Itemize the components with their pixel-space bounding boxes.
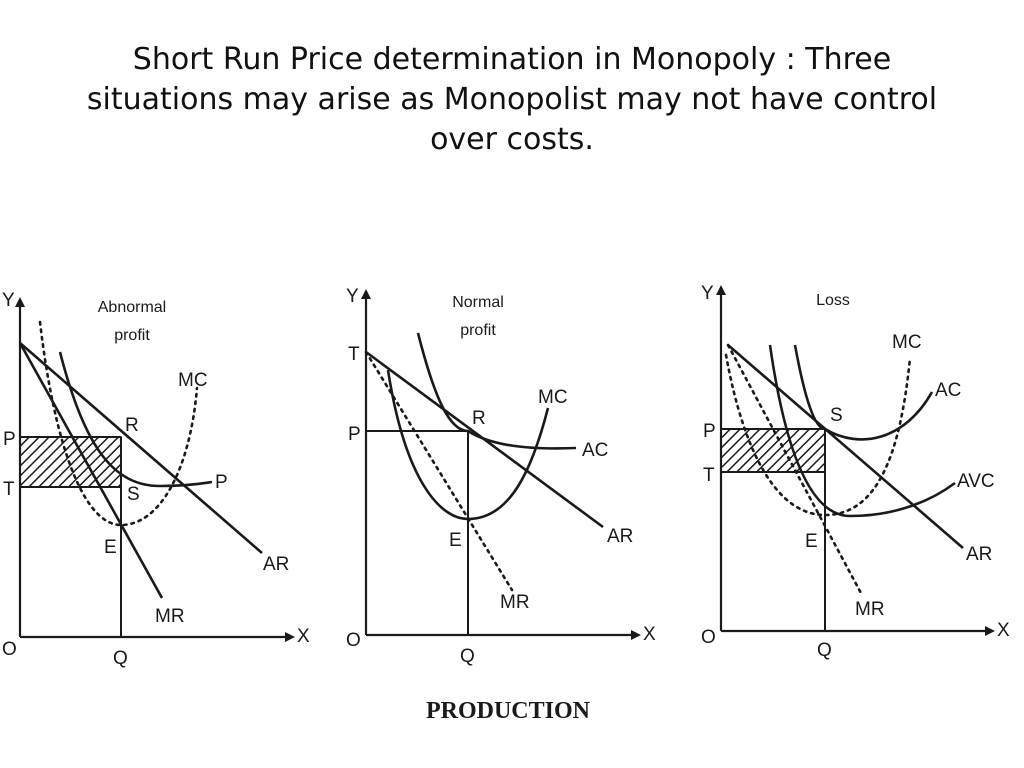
profit-area [19, 436, 122, 488]
label-p: P [3, 429, 16, 450]
label-y: Y [346, 286, 359, 307]
label-s: S [127, 484, 140, 505]
label-y: Y [2, 290, 15, 311]
label-e: E [449, 530, 462, 551]
footer-label: PRODUCTION [426, 698, 591, 724]
mr-curve [726, 343, 864, 597]
label-ac: AC [582, 440, 608, 461]
label-avc: AVC [957, 471, 995, 492]
label-mc: MC [178, 370, 208, 391]
ar-curve [19, 342, 263, 554]
label-x: X [997, 620, 1010, 641]
caption-line-1: Normal [452, 294, 504, 311]
panel-abnormal-profit: Y X O Q P T R S E MC P AR MR Abnormal pr… [2, 290, 310, 669]
loss-area [720, 428, 826, 473]
label-e: E [805, 531, 818, 552]
caption-line-2: profit [114, 327, 150, 344]
mc-curve [38, 320, 199, 527]
panel-normal-profit: Y X O Q P T R E MC AC AR MR Normal profi… [346, 286, 656, 667]
label-t: T [3, 479, 15, 500]
label-mr: MR [155, 606, 185, 627]
mc-curve [386, 369, 550, 521]
label-e: E [104, 537, 117, 558]
slide-title: Short Run Price determination in Monopol… [60, 40, 964, 160]
label-mc: MC [892, 332, 922, 353]
avc-curve [768, 344, 956, 518]
label-t: T [348, 344, 360, 365]
label-ac: P [215, 472, 228, 493]
label-mc: MC [538, 387, 568, 408]
label-r: R [125, 415, 139, 436]
label-q: Q [113, 648, 128, 669]
ac-curve [58, 351, 213, 488]
label-x: X [643, 624, 656, 645]
label-o: O [346, 630, 361, 651]
label-p: P [703, 421, 716, 442]
label-ar: AR [607, 526, 633, 547]
caption-line-1: Abnormal [98, 299, 166, 316]
label-p: P [348, 424, 361, 445]
caption-line-2: profit [460, 322, 496, 339]
mr-curve [18, 342, 164, 599]
label-q: Q [817, 640, 832, 661]
label-s: S [830, 405, 843, 426]
ac-curve [793, 344, 934, 441]
label-mr: MR [500, 592, 530, 613]
label-mr: MR [855, 599, 885, 620]
label-ar: AR [966, 544, 992, 565]
caption-line-1: Loss [816, 292, 850, 309]
mr-curve [364, 350, 514, 592]
label-t: T [703, 465, 715, 486]
label-ar: AR [263, 554, 289, 575]
mc-curve [724, 353, 912, 517]
label-o: O [701, 627, 716, 648]
ar-curve [727, 344, 964, 549]
label-ac: AC [935, 380, 961, 401]
panel-loss: Y X O Q P T S E MC AC AVC AR MR Loss [701, 283, 1010, 661]
label-r: R [472, 408, 486, 429]
label-q: Q [460, 646, 475, 667]
label-y: Y [701, 283, 714, 304]
label-x: X [297, 626, 310, 647]
title-line-2: situations may arise as Monopolist may n… [86, 82, 938, 117]
label-o: O [2, 639, 17, 660]
title-line-1: Short Run Price determination in Monopol… [132, 42, 892, 77]
ac-curve [416, 332, 577, 450]
title-line-3: over costs. [430, 122, 594, 157]
